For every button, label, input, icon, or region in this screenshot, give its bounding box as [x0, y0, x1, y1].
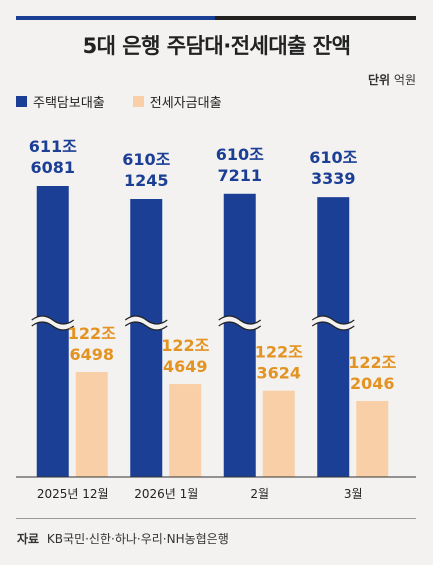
x-tick-label-0: 2025년 12월 [37, 487, 109, 501]
axis-break-line-bottom-3 [311, 321, 355, 331]
legend: 주택담보대출 전세자금대출 [16, 92, 250, 111]
bar-primary-0 [36, 186, 69, 477]
unit-label: 단위 억원 [368, 71, 416, 88]
axis-break-line-top-1 [124, 315, 168, 325]
x-tick-label-1: 2026년 1월 [134, 487, 198, 501]
bar-primary-3 [317, 197, 350, 477]
legend-label-primary: 주택담보대출 [33, 96, 105, 111]
source-value: KB국민·신한·하나·우리·NH농협은행 [46, 532, 229, 546]
data-label-secondary-top-2: 122조 [255, 343, 303, 362]
data-label-secondary-top-3: 122조 [348, 353, 396, 372]
bar-primary-1 [130, 199, 163, 477]
axis-break-line-top-0 [31, 315, 75, 325]
data-label-primary-bottom-3: 3339 [311, 169, 356, 188]
data-label-secondary-top-1: 122조 [161, 336, 209, 355]
data-label-primary-bottom-0: 6081 [30, 158, 75, 177]
data-label-primary-top-1: 610조 [122, 150, 170, 169]
legend-swatch-primary [16, 96, 27, 107]
data-label-primary-bottom-1: 1245 [124, 171, 169, 190]
data-label-secondary-bottom-3: 2046 [350, 374, 395, 393]
top-bar-blue [16, 16, 215, 20]
x-tick-label-2: 2월 [250, 487, 269, 501]
axis-break-line-top-2 [218, 315, 262, 325]
axis-break-line-bottom-1 [124, 321, 168, 331]
bar-secondary-2 [262, 390, 295, 477]
data-label-primary-top-0: 611조 [29, 137, 77, 156]
bar-secondary-3 [356, 401, 389, 477]
unit-key: 단위 [367, 73, 391, 87]
legend-item-primary: 주택담보대출 [16, 92, 105, 111]
unit-value: 억원 [393, 73, 416, 87]
source-key: 자료 [17, 532, 40, 546]
data-label-secondary-bottom-0: 6498 [69, 345, 114, 364]
data-label-secondary-top-0: 122조 [68, 324, 116, 343]
axis-break-1 [125, 316, 168, 330]
axis-break-0 [31, 316, 74, 330]
source-note: 자료 KB국민·신한·하나·우리·NH농협은행 [17, 530, 229, 547]
data-label-primary-top-2: 610조 [216, 145, 264, 164]
x-tick-label-3: 3월 [344, 487, 363, 501]
legend-label-secondary: 전세자금대출 [149, 96, 222, 111]
bar-primary-2 [223, 193, 256, 477]
data-label-secondary-bottom-2: 3624 [256, 364, 301, 383]
bar-chart: 611조 6081 122조 6498 2025년 12월 610조 1245 122조 464… [16, 137, 416, 501]
bar-secondary-1 [169, 384, 202, 477]
data-label-primary-bottom-2: 7211 [217, 166, 262, 185]
axis-break-line-top-3 [311, 315, 355, 325]
axis-break-line-bottom-2 [218, 321, 262, 331]
bar-secondary-0 [75, 372, 108, 477]
legend-swatch-secondary [132, 96, 144, 107]
axis-break-2 [218, 316, 261, 330]
source-divider [16, 518, 416, 519]
chart-title: 5대 은행 주담대·전세대출 잔액 [82, 34, 351, 58]
data-label-secondary-bottom-1: 4649 [163, 357, 208, 376]
top-bar-black [215, 16, 416, 20]
legend-item-secondary: 전세자금대출 [132, 92, 222, 111]
axis-break-3 [312, 316, 355, 330]
data-label-primary-top-3: 610조 [309, 148, 357, 167]
axis-break-line-bottom-0 [31, 321, 75, 331]
